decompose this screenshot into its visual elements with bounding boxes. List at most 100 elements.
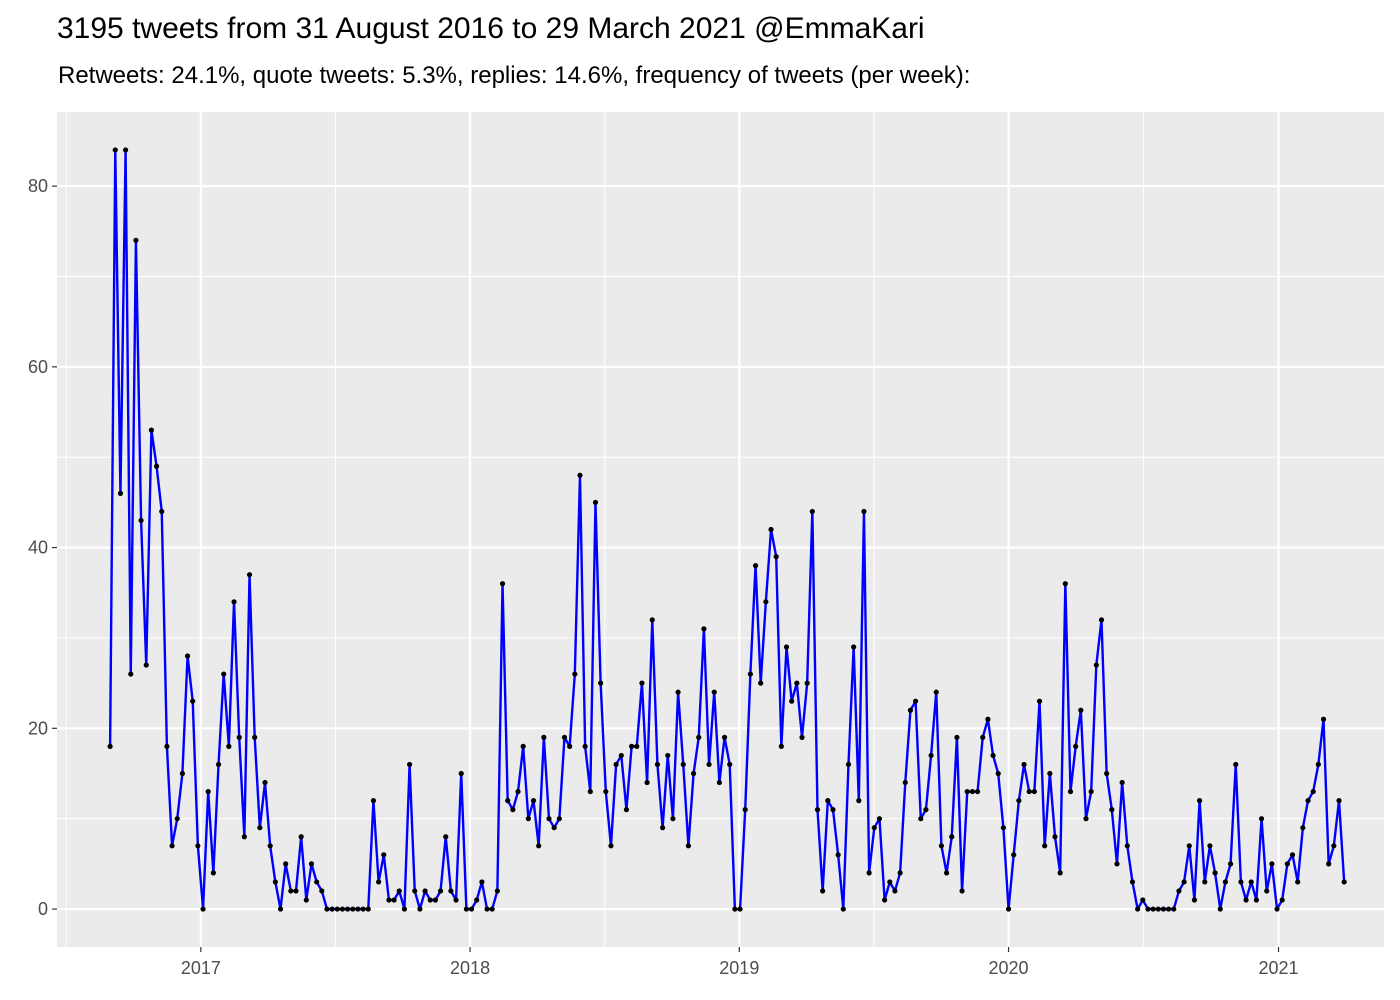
data-point [773, 554, 779, 560]
data-point [660, 825, 666, 831]
data-point [1093, 662, 1099, 668]
data-point [1279, 897, 1285, 903]
data-point [123, 147, 129, 153]
data-point [928, 752, 934, 759]
data-point [479, 879, 485, 885]
data-point [267, 843, 273, 849]
data-point [184, 653, 191, 659]
data-point [1135, 906, 1141, 912]
data-point [1233, 761, 1239, 768]
data-point [1181, 879, 1187, 885]
data-point [298, 834, 304, 840]
data-point [629, 743, 635, 749]
data-point [1129, 879, 1136, 885]
data-point [696, 734, 702, 740]
data-point [1305, 798, 1311, 804]
data-point [1057, 870, 1063, 876]
data-point [1284, 861, 1290, 867]
data-point [164, 743, 170, 749]
data-point [995, 770, 1001, 777]
data-point [391, 897, 397, 903]
data-point [505, 798, 511, 804]
data-point [215, 761, 222, 768]
data-point [1176, 888, 1182, 894]
data-point [1269, 861, 1275, 867]
data-point [339, 906, 346, 912]
data-point [1202, 879, 1208, 885]
data-point [365, 906, 371, 912]
data-point [789, 698, 795, 704]
data-point [799, 734, 805, 740]
data-point [293, 888, 299, 894]
data-point [1119, 779, 1125, 786]
x-tick-label: 2021 [1258, 958, 1298, 978]
data-point [892, 888, 898, 894]
data-point [809, 508, 815, 515]
data-point [1104, 770, 1110, 777]
axis-ticks [52, 185, 1280, 952]
data-point [1145, 906, 1151, 912]
data-point [1114, 861, 1120, 867]
data-point [324, 906, 330, 912]
data-point [1052, 834, 1058, 840]
data-point [820, 888, 826, 894]
data-point [138, 517, 144, 524]
data-point [1000, 825, 1006, 831]
data-point [406, 761, 413, 768]
data-point [468, 906, 475, 912]
data-point [277, 906, 284, 912]
data-point [396, 888, 402, 894]
plot-panel [57, 112, 1384, 947]
data-point [778, 743, 784, 749]
data-point [985, 716, 991, 722]
x-tick-label: 2020 [989, 958, 1029, 978]
data-point [381, 852, 387, 858]
data-point [644, 779, 650, 786]
data-point [1196, 798, 1203, 804]
data-point [1016, 798, 1022, 804]
data-point [830, 807, 836, 813]
data-point [1067, 788, 1074, 795]
data-point [546, 816, 552, 822]
data-point [272, 879, 278, 885]
data-point [1062, 581, 1068, 587]
data-point [649, 617, 655, 623]
data-point [670, 816, 676, 822]
data-point [603, 788, 609, 795]
data-point [680, 761, 686, 768]
data-point [1341, 879, 1347, 885]
data-point [623, 807, 630, 813]
data-point [732, 906, 738, 912]
data-point [959, 888, 965, 894]
x-tick-label: 2017 [181, 958, 221, 978]
data-point [221, 671, 227, 677]
data-point [1207, 843, 1213, 849]
data-point [933, 689, 939, 695]
data-point [1186, 843, 1192, 849]
data-point [758, 680, 764, 686]
data-point [417, 906, 423, 912]
data-point [1124, 843, 1130, 849]
data-point [825, 798, 831, 804]
data-point [1150, 906, 1156, 912]
data-point [1310, 788, 1316, 795]
data-point [453, 897, 459, 903]
data-point [814, 807, 821, 813]
data-point [1171, 906, 1177, 912]
data-point [1191, 897, 1198, 903]
data-point [499, 581, 506, 587]
data-point [112, 147, 118, 153]
data-point [752, 563, 759, 569]
data-point [252, 734, 258, 740]
data-point [1011, 852, 1017, 858]
data-point [1166, 906, 1172, 912]
data-point [262, 779, 268, 786]
data-point [980, 734, 986, 740]
data-point [1078, 707, 1084, 713]
data-point [742, 807, 748, 813]
data-point [845, 761, 852, 768]
data-point [706, 761, 712, 768]
data-point [690, 770, 697, 777]
data-point [179, 770, 185, 777]
data-point [236, 734, 242, 740]
